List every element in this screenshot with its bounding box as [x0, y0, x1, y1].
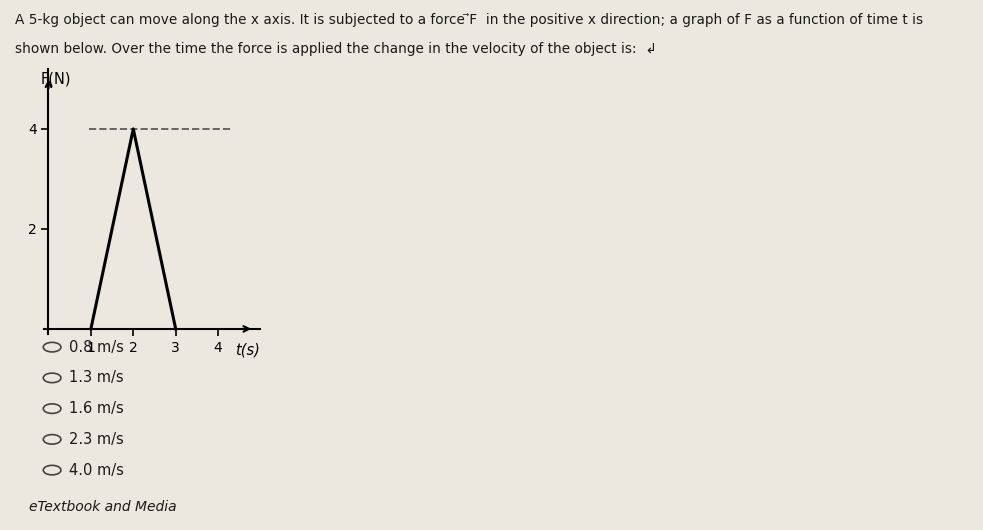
- Text: 2.3 m/s: 2.3 m/s: [69, 432, 124, 447]
- Text: F(N): F(N): [41, 72, 72, 86]
- Text: shown below. Over the time the force is applied the change in the velocity of th: shown below. Over the time the force is …: [15, 42, 657, 56]
- Text: eTextbook and Media: eTextbook and Media: [29, 500, 177, 514]
- Text: 4.0 m/s: 4.0 m/s: [69, 463, 124, 478]
- Text: 1.3 m/s: 1.3 m/s: [69, 370, 124, 385]
- Text: A 5-kg object can move along the x axis. It is subjected to a force ⃗F  in the p: A 5-kg object can move along the x axis.…: [15, 13, 923, 27]
- Text: t(s): t(s): [235, 343, 260, 358]
- Text: 0.8 m/s: 0.8 m/s: [69, 340, 124, 355]
- Text: 1.6 m/s: 1.6 m/s: [69, 401, 124, 416]
